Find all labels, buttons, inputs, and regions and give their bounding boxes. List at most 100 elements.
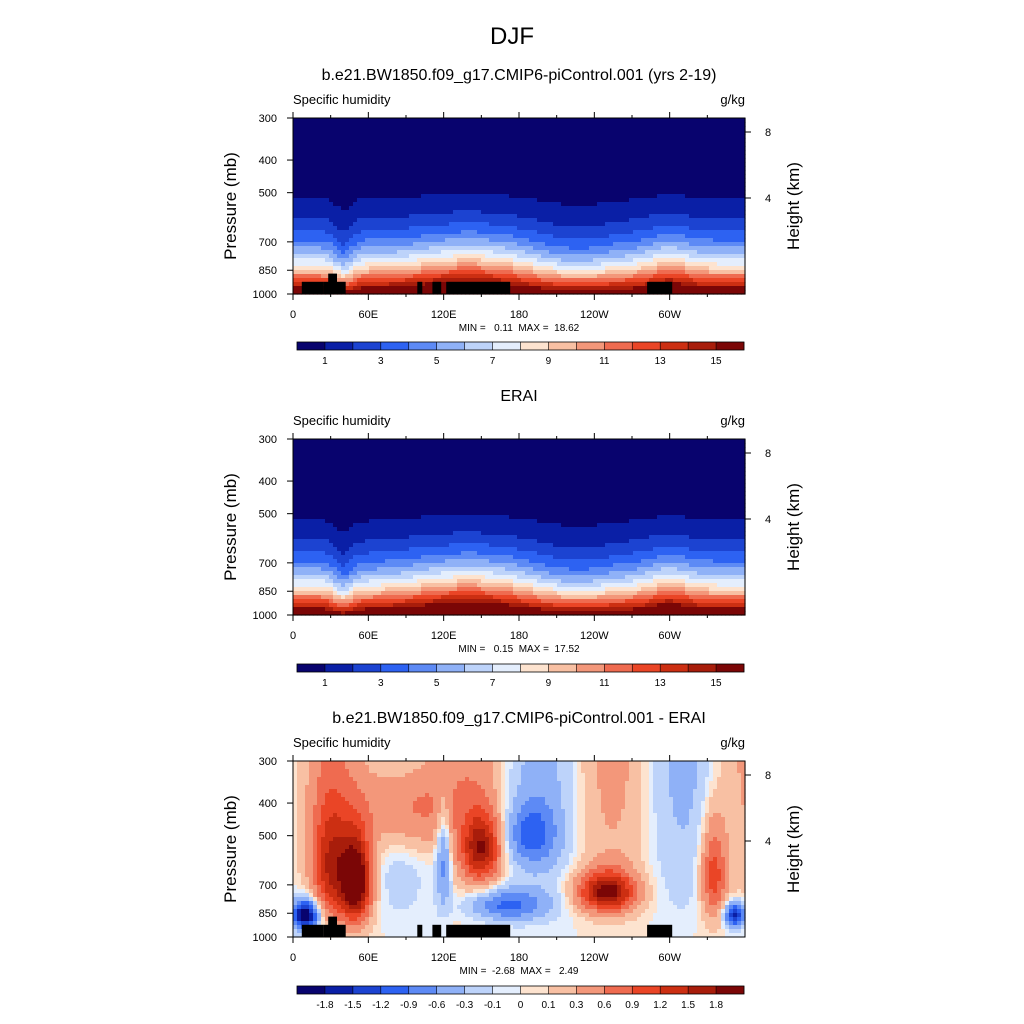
field-cell	[657, 118, 662, 123]
field-cell	[729, 198, 734, 203]
field-cell	[665, 234, 670, 239]
field-cell	[693, 282, 698, 287]
field-cell	[481, 190, 486, 195]
field-cell	[485, 218, 490, 223]
field-cell	[501, 150, 506, 155]
field-cell	[733, 258, 738, 263]
field-cell	[617, 166, 622, 171]
field-cell	[713, 158, 718, 163]
field-cell	[393, 262, 398, 267]
field-cell	[529, 154, 534, 159]
field-cell	[313, 234, 318, 239]
field-cell	[521, 170, 526, 175]
field-cell	[401, 198, 406, 203]
field-cell	[473, 170, 478, 175]
field-cell	[581, 282, 586, 287]
field-cell	[681, 226, 686, 231]
field-cell	[737, 170, 742, 175]
field-cell	[365, 198, 370, 203]
field-cell	[733, 150, 738, 155]
field-cell	[709, 222, 714, 227]
field-cell	[393, 198, 398, 203]
field-cell	[565, 150, 570, 155]
field-cell	[349, 186, 354, 191]
field-cell	[657, 174, 662, 179]
field-cell	[501, 278, 506, 283]
field-cell	[373, 126, 378, 131]
field-cell	[433, 198, 438, 203]
field-cell	[569, 194, 574, 199]
field-cell	[653, 278, 658, 283]
field-cell	[493, 178, 498, 183]
field-cell	[345, 258, 350, 263]
field-cell	[533, 146, 538, 151]
field-cell	[545, 138, 550, 143]
field-cell	[705, 134, 710, 139]
field-cell	[293, 226, 298, 231]
field-cell	[409, 242, 414, 247]
field-cell	[349, 146, 354, 151]
field-cell	[441, 182, 446, 187]
field-cell	[445, 230, 450, 235]
field-cell	[709, 174, 714, 179]
field-cell	[557, 234, 562, 239]
field-cell	[693, 118, 698, 123]
field-cell	[585, 254, 590, 259]
field-cell	[537, 238, 542, 243]
field-cell	[657, 258, 662, 263]
field-cell	[725, 186, 730, 191]
field-cell	[593, 138, 598, 143]
field-cell	[293, 238, 298, 243]
field-cell	[717, 146, 722, 151]
field-cell	[693, 238, 698, 243]
field-cell	[305, 134, 310, 139]
field-cell	[593, 146, 598, 151]
field-cell	[409, 154, 414, 159]
field-cell	[357, 182, 362, 187]
field-cell	[453, 166, 458, 171]
field-cell	[557, 198, 562, 203]
field-cell	[601, 274, 606, 279]
field-cell	[549, 222, 554, 227]
field-cell	[485, 174, 490, 179]
field-cell	[553, 186, 558, 191]
field-cell	[493, 230, 498, 235]
field-cell	[421, 198, 426, 203]
field-cell	[293, 138, 298, 143]
field-cell	[709, 246, 714, 251]
field-cell	[481, 238, 486, 243]
field-cell	[517, 118, 522, 123]
field-cell	[433, 210, 438, 215]
field-cell	[697, 126, 702, 131]
field-cell	[373, 190, 378, 195]
field-cell	[293, 186, 298, 191]
field-cell	[725, 130, 730, 135]
field-cell	[381, 170, 386, 175]
field-cell	[637, 270, 642, 275]
field-cell	[489, 266, 494, 271]
field-cell	[377, 262, 382, 267]
field-cell	[417, 258, 422, 263]
field-cell	[509, 122, 514, 127]
field-cell	[733, 118, 738, 123]
field-cell	[541, 154, 546, 159]
field-cell	[313, 178, 318, 183]
field-cell	[601, 290, 606, 295]
field-cell	[321, 250, 326, 255]
field-cell	[449, 142, 454, 147]
field-cell	[405, 274, 410, 279]
field-cell	[477, 242, 482, 247]
field-cell	[437, 158, 442, 163]
field-cell	[349, 122, 354, 127]
field-cell	[321, 134, 326, 139]
field-cell	[645, 194, 650, 199]
field-cell	[561, 242, 566, 247]
field-cell	[397, 154, 402, 159]
field-cell	[397, 130, 402, 135]
field-cell	[565, 134, 570, 139]
field-cell	[357, 162, 362, 167]
field-cell	[637, 166, 642, 171]
field-cell	[641, 126, 646, 131]
field-cell	[309, 138, 314, 143]
field-cell	[565, 250, 570, 255]
